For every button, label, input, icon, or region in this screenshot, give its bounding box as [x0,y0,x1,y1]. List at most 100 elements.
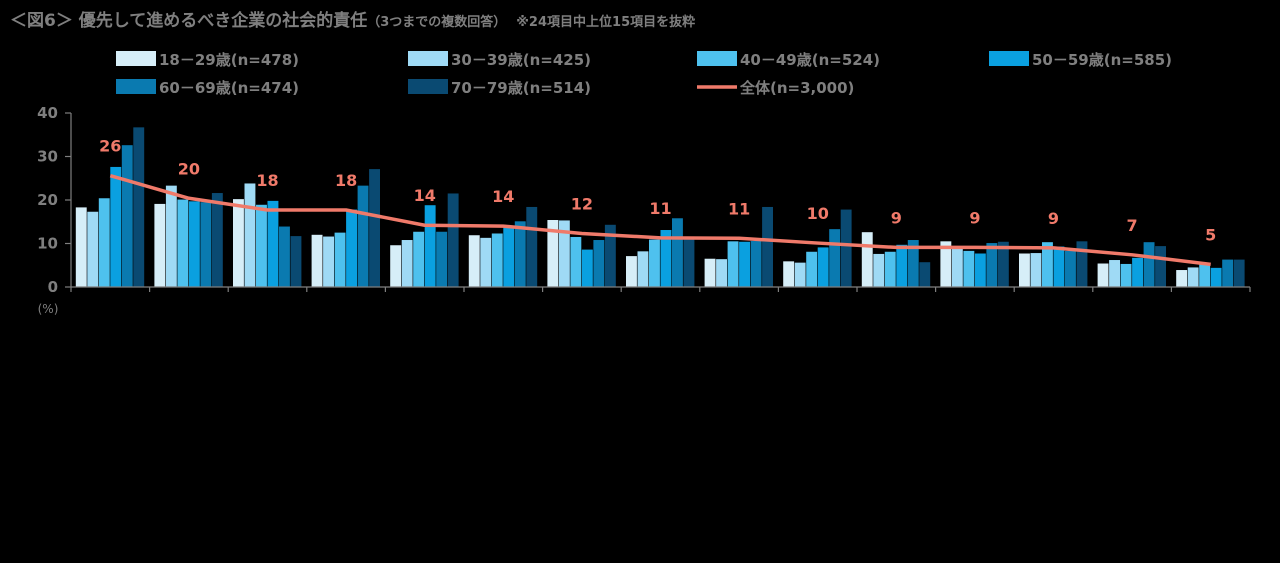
bar [200,202,212,287]
legend: 18－29歳(n=478) 30－39歳(n=425) 40－49歳(n=524) 5… [116,51,1172,97]
legend-swatch [116,51,156,66]
bar [256,204,267,287]
total-data-label: 10 [807,204,829,223]
legend-swatch [408,51,448,66]
legend-swatch [989,51,1029,66]
bar [121,145,133,287]
bar [626,256,637,287]
bar [672,218,683,287]
bar [390,245,402,287]
bar [177,199,189,287]
bars [75,127,1245,287]
total-data-label: 12 [571,194,593,213]
bar [413,231,425,287]
bar [750,240,762,287]
bar [829,229,841,287]
y-axis: 0 10 20 30 40 (%) [37,104,72,316]
bar [1042,242,1053,287]
bar [188,201,200,287]
bar [884,251,896,287]
legend-item: 18－29歳(n=478) [116,51,299,69]
legend-label: 全体(n=3,000) [739,79,854,97]
bar [1210,267,1222,287]
bar [974,253,986,287]
bar [604,224,616,287]
legend-label: 30－39歳(n=425) [451,51,591,69]
bar [244,183,256,287]
bar [369,169,380,287]
bar [424,205,436,287]
x-axis [70,286,1251,292]
legend-item: 60－69歳(n=474) [116,79,299,97]
bar [401,240,413,287]
bar [896,244,908,287]
legend-label: 50－59歳(n=585) [1032,51,1172,69]
bar [1143,242,1155,287]
bar [87,211,99,287]
bar [1120,263,1132,287]
total-data-label: 5 [1205,225,1216,244]
y-tick-label: 20 [37,191,58,209]
bar [1097,263,1109,287]
bar [817,247,829,287]
bar [133,127,145,287]
total-data-label: 9 [891,208,902,227]
bar [447,193,459,287]
bar [762,206,773,287]
legend-item: 全体(n=3,000) [697,79,854,97]
legend-label: 40－49歳(n=524) [740,51,880,69]
bar [1199,264,1211,287]
bar [806,251,818,287]
bar [154,203,166,287]
total-line-path [109,173,1211,267]
legend-label: 18－29歳(n=478) [159,51,299,69]
bar [267,200,279,287]
bar [165,185,177,287]
total-data-label: 18 [335,171,357,190]
total-data-label: 20 [178,159,200,178]
total-data-label: 11 [728,199,750,218]
chart-title-main: ＜図6＞ 優先して進めるべき企業の社会的責任 [10,11,368,31]
bar [480,237,492,287]
bar [514,221,526,287]
total-data-label: 9 [969,208,980,227]
bar [491,233,503,287]
bar [660,230,672,287]
bar [311,234,323,287]
bar [1222,259,1234,287]
bar [468,235,480,287]
bar [683,239,695,287]
chart-title: ＜図6＞ 優先して進めるべき企業の社会的責任（3つまでの複数回答） ※24項目中上… [10,6,695,31]
total-data-label: 11 [649,199,671,218]
bar [558,220,570,287]
legend-item: 40－49歳(n=524) [697,51,880,69]
bar [570,236,582,287]
legend-label: 70－79歳(n=514) [451,79,591,97]
bar [861,232,873,287]
legend-item: 30－39歳(n=425) [408,51,591,69]
bar [436,231,448,287]
legend-swatch [697,51,737,66]
bar [716,259,727,287]
bar [581,249,593,287]
bar [1076,241,1088,287]
legend-swatch [116,79,156,94]
bar [1187,267,1199,287]
bar [1233,259,1245,287]
bar [503,227,515,287]
bar [323,236,334,287]
bar [649,239,660,287]
total-data-label: 26 [99,137,121,156]
total-data-label: 18 [256,171,278,190]
total-data-label: 14 [492,187,514,206]
bar [334,232,346,287]
bar [739,241,750,287]
bar [783,261,795,287]
bar [873,253,885,287]
bar [727,241,739,287]
legend-swatch [408,79,448,94]
bar [1065,250,1076,287]
bar [704,258,716,287]
bar [919,262,931,287]
